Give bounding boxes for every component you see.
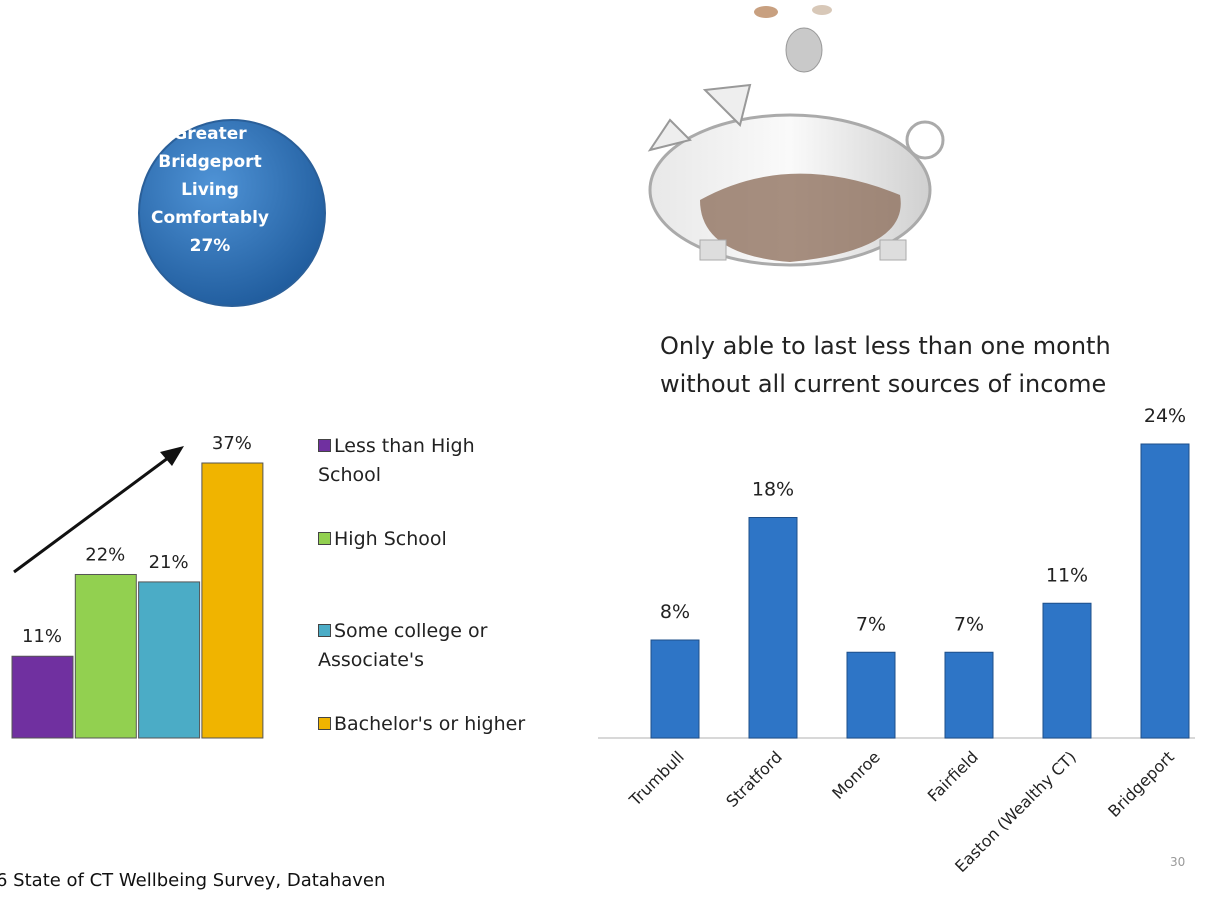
callout-line: Greater <box>173 124 247 144</box>
callout-circle <box>138 119 326 307</box>
callout-line: 27% <box>189 236 231 256</box>
piggy-bank <box>647 5 945 267</box>
bar <box>846 651 896 739</box>
data-label: 11% <box>1046 564 1088 586</box>
bar <box>11 655 74 739</box>
legend-item: Bachelor's or higher <box>318 710 538 739</box>
data-label: 21% <box>149 552 189 573</box>
x-tick-label: Stratford <box>722 747 786 811</box>
trend-arrow <box>13 446 184 574</box>
x-tick-label: Trumbull <box>625 747 688 810</box>
legend-swatch <box>318 716 331 730</box>
data-label: 8% <box>660 601 690 623</box>
legend-label: High School <box>334 527 447 550</box>
callout-line: Comfortably <box>150 208 269 228</box>
x-tick-label: Fairfield <box>924 747 982 805</box>
bar <box>944 651 994 739</box>
legend-swatch <box>318 439 331 452</box>
source: 6 State of CT Wellbeing Survey, Datahave… <box>0 870 386 891</box>
legend-item: High School <box>318 525 538 554</box>
bar <box>74 573 137 739</box>
x-tick-label: Monroe <box>828 747 884 803</box>
data-label: 37% <box>212 433 252 454</box>
data-label: 24% <box>1144 405 1186 427</box>
x-tick-label: Bridgeport <box>1104 747 1178 821</box>
legend-item: Less than High School <box>318 432 538 490</box>
bar <box>201 462 264 739</box>
bar <box>748 517 798 739</box>
page-number: 30 <box>1170 855 1186 869</box>
data-label: 7% <box>856 613 886 635</box>
chart-title: Only able to last less than one month wi… <box>660 332 1111 398</box>
data-label: 11% <box>22 626 62 647</box>
legend-swatch <box>318 531 331 545</box>
legend-label: Some college or Associate's <box>318 620 488 671</box>
bar <box>1042 602 1092 739</box>
callout-line: Living <box>181 180 239 200</box>
callout-line: Bridgeport <box>158 152 262 172</box>
bar <box>1140 443 1190 739</box>
legend-item: Some college or Associate's <box>318 617 538 675</box>
legend-label: Bachelor's or higher <box>334 712 526 735</box>
bar <box>138 581 201 739</box>
bar <box>650 639 700 739</box>
callout-text: Greater Bridgeport Living Comfortably 27% <box>137 120 283 260</box>
data-label: 18% <box>752 479 794 501</box>
legend-label: Less than High School <box>318 435 475 486</box>
data-label: 22% <box>85 544 125 565</box>
legend-swatch <box>318 624 331 637</box>
data-label: 7% <box>954 613 984 635</box>
